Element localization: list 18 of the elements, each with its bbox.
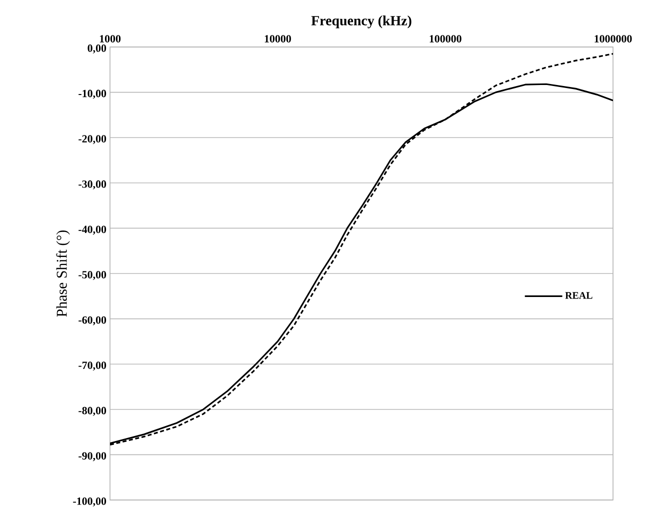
y-tick-label: -60,00 — [78, 316, 106, 326]
x-axis-title: Frequency (kHz) — [311, 16, 412, 28]
y-tick-label: -90,00 — [78, 452, 106, 462]
legend-label: REAL — [565, 292, 592, 299]
y-tick-label: -20,00 — [78, 135, 106, 144]
y-tick-label: -30,00 — [78, 180, 106, 190]
y-tick-label: -10,00 — [78, 90, 106, 99]
y-axis-title: Phase Shift (°) — [56, 230, 70, 317]
y-tick-label: -100,00 — [73, 498, 106, 506]
y-tick-label: -40,00 — [78, 226, 106, 235]
y-tick-label: -70,00 — [78, 362, 106, 371]
x-tick-label: 100000 — [430, 35, 462, 42]
y-tick-label: -80,00 — [78, 406, 106, 416]
x-tick-label: 1000 — [100, 35, 121, 42]
y-tick-label: 0,00 — [88, 44, 106, 54]
y-tick-label: -50,00 — [78, 271, 106, 280]
x-tick-label: 1000000 — [594, 35, 632, 42]
x-tick-label: 10000 — [264, 35, 291, 42]
